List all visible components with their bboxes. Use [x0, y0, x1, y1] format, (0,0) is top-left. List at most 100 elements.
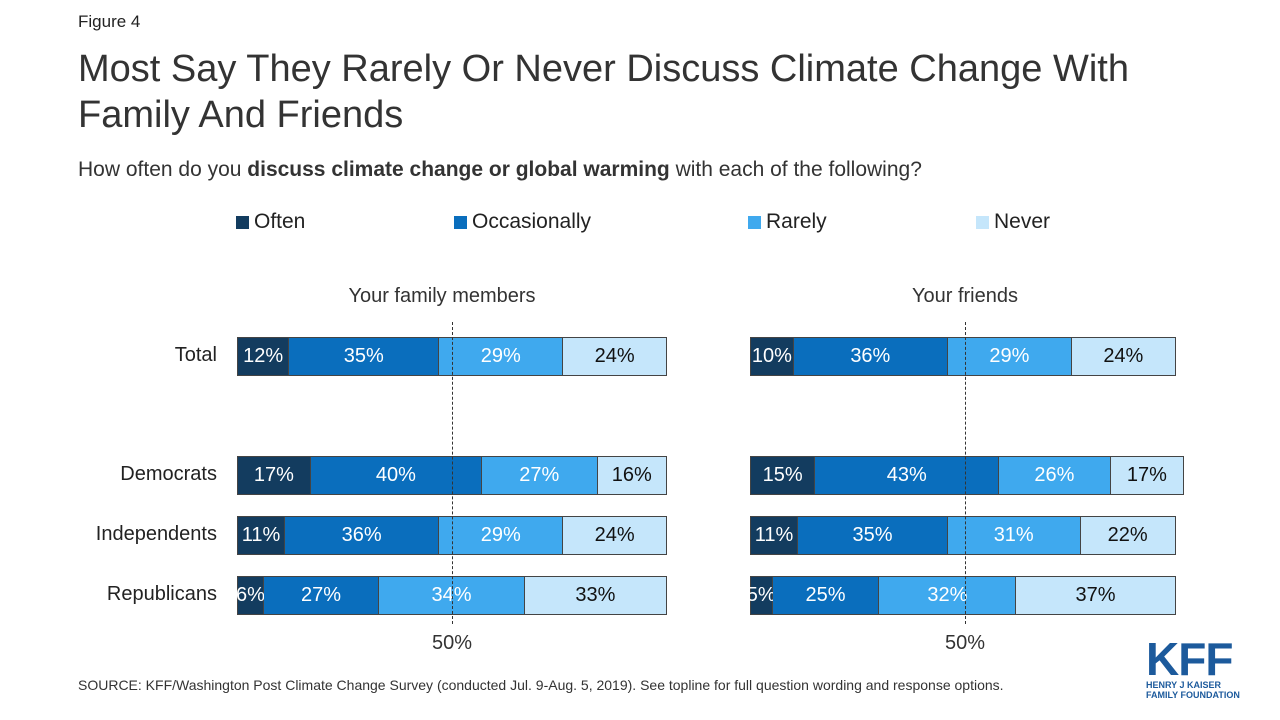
- bar-segment-occasionally: 27%: [263, 577, 380, 614]
- row-label-independents: Independents: [95, 523, 217, 545]
- data-label: 6%: [235, 584, 265, 606]
- chart-legend: Often Occasionally Rarely Never: [0, 210, 1280, 236]
- data-label: 11%: [754, 524, 794, 546]
- legend-swatch-never: [976, 215, 989, 229]
- bar-segment-never: 16%: [597, 457, 667, 494]
- bar-segment-never: 22%: [1080, 517, 1175, 554]
- bar-segment-often: 12%: [238, 338, 290, 375]
- legend-label-rarely: Rarely: [766, 210, 827, 233]
- data-label: 24%: [1103, 345, 1144, 367]
- data-label: 33%: [575, 584, 616, 606]
- data-label: 15%: [762, 464, 803, 486]
- bar-segment-never: 24%: [563, 517, 666, 554]
- data-label: 37%: [1075, 584, 1116, 606]
- bar-segment-never: 33%: [524, 577, 667, 614]
- subtitle-bold: discuss climate change or global warming: [247, 158, 670, 181]
- logo-line-1: HENRY J KAISER: [1146, 680, 1222, 690]
- data-label: 35%: [852, 524, 893, 546]
- data-label: 36%: [850, 345, 891, 367]
- bar-segment-occasionally: 43%: [815, 457, 1000, 494]
- bar-segment-often: 17%: [238, 457, 311, 494]
- legend-swatch-occasionally: [454, 215, 467, 229]
- data-label: 43%: [886, 464, 927, 486]
- bar-segment-often: 5%: [747, 577, 776, 614]
- bar-segment-rarely: 31%: [947, 517, 1081, 554]
- subtitle-before: How often do you: [78, 158, 248, 181]
- bar-segment-occasionally: 35%: [289, 338, 440, 375]
- row-label-democrats: Democrats: [120, 463, 217, 485]
- bar-family-independents: 11% 36% 29% 24%: [237, 516, 667, 555]
- data-label: 35%: [343, 345, 384, 367]
- logo-mark: KFF: [1146, 633, 1233, 685]
- bar-friends-independents: 11% 35% 31% 22%: [750, 516, 1176, 555]
- data-label: 17%: [1126, 464, 1167, 486]
- bar-segment-never: 24%: [563, 338, 666, 375]
- data-label: 22%: [1107, 524, 1148, 546]
- legend-item-occasionally: Occasionally: [454, 210, 591, 234]
- data-label: 29%: [989, 345, 1030, 367]
- data-label: 29%: [480, 345, 521, 367]
- bar-friends-total: 10% 36% 29% 24%: [750, 337, 1176, 376]
- data-label: 27%: [301, 584, 342, 606]
- logo-line-2: FAMILY FOUNDATION: [1146, 690, 1240, 700]
- bar-segment-never: 37%: [1016, 577, 1175, 614]
- legend-item-often: Often: [236, 210, 305, 234]
- data-label: 10%: [751, 345, 792, 367]
- reference-line-50: [965, 322, 966, 624]
- bar-segment-rarely: 32%: [879, 577, 1017, 614]
- bar-segment-never: 24%: [1071, 338, 1175, 375]
- data-label: 34%: [431, 584, 472, 606]
- data-label: 25%: [805, 584, 846, 606]
- data-label: 24%: [594, 524, 635, 546]
- legend-item-rarely: Rarely: [748, 210, 827, 234]
- bar-segment-often: 11%: [751, 517, 799, 554]
- data-label: 27%: [519, 464, 560, 486]
- reference-line-50: [452, 322, 453, 624]
- bar-segment-often: 10%: [751, 338, 794, 375]
- bar-segment-rarely: 29%: [947, 338, 1072, 375]
- bar-segment-never: 17%: [1110, 457, 1184, 494]
- bar-segment-often: 6%: [235, 577, 265, 614]
- data-label: 26%: [1034, 464, 1075, 486]
- bar-segment-occasionally: 40%: [310, 457, 482, 494]
- data-label: 16%: [611, 464, 652, 486]
- row-label-total: Total: [174, 344, 217, 366]
- bar-family-total: 12% 35% 29% 24%: [237, 337, 667, 376]
- legend-swatch-rarely: [748, 215, 761, 229]
- legend-label-occasionally: Occasionally: [472, 210, 592, 233]
- panel-title-friends: Your friends: [912, 285, 1018, 307]
- data-label: 31%: [993, 524, 1034, 546]
- kff-logo: KFF HENRY J KAISER FAMILY FOUNDATION: [1146, 633, 1241, 700]
- legend-swatch-often: [236, 215, 249, 229]
- reference-line-label: 50%: [944, 632, 986, 654]
- row-label-republicans: Republicans: [106, 583, 217, 605]
- bar-segment-occasionally: 25%: [772, 577, 880, 614]
- data-label: 17%: [253, 464, 294, 486]
- panel-title-family: Your family members: [348, 285, 536, 307]
- bar-segment-rarely: 27%: [481, 457, 598, 494]
- data-label: 40%: [375, 464, 416, 486]
- bar-segment-rarely: 29%: [439, 517, 564, 554]
- reference-line-label: 50%: [431, 632, 473, 654]
- bar-friends-republicans: 5% 25% 32% 37%: [747, 576, 1176, 615]
- legend-label-often: Often: [254, 210, 306, 233]
- data-label: 11%: [241, 524, 281, 546]
- bar-segment-occasionally: 36%: [285, 517, 440, 554]
- bar-segment-often: 15%: [751, 457, 816, 494]
- data-label: 36%: [341, 524, 382, 546]
- bar-segment-occasionally: 35%: [798, 517, 948, 554]
- legend-item-never: Never: [976, 210, 1050, 234]
- bar-segment-occasionally: 36%: [793, 338, 948, 375]
- figure-label: Figure 4: [78, 12, 141, 31]
- subtitle-after: with each of the following?: [669, 158, 922, 181]
- bar-segment-often: 11%: [238, 517, 286, 554]
- legend-label-never: Never: [994, 210, 1051, 233]
- chart-title: Most Say They Rarely Or Never Discuss Cl…: [78, 48, 1129, 136]
- data-label: 29%: [480, 524, 521, 546]
- data-label: 12%: [243, 345, 284, 367]
- bar-segment-rarely: 26%: [999, 457, 1111, 494]
- bar-friends-democrats: 15% 43% 26% 17%: [750, 456, 1185, 495]
- bar-segment-rarely: 29%: [439, 338, 564, 375]
- source-note: SOURCE: KFF/Washington Post Climate Chan…: [78, 677, 1004, 693]
- data-label: 5%: [746, 584, 776, 606]
